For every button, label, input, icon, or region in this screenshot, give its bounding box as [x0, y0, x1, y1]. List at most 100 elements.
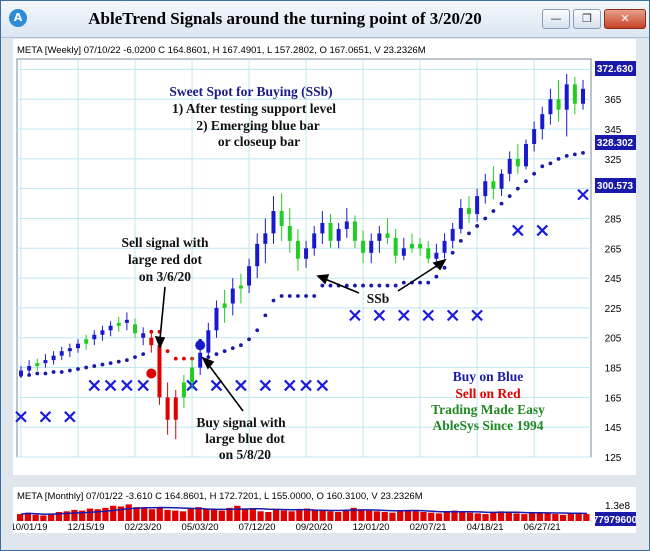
stop-dot — [581, 151, 585, 155]
x-marker — [316, 379, 329, 392]
stop-dot — [572, 152, 577, 157]
minimize-button[interactable]: — — [542, 9, 570, 29]
candle-body — [133, 324, 138, 334]
stop-dot — [426, 280, 431, 285]
y-tick-label: 245 — [605, 274, 622, 285]
candle-body — [76, 343, 81, 349]
volume-bar — [404, 509, 412, 521]
y-tick-label: 165 — [605, 393, 622, 404]
stop-dot — [556, 156, 561, 161]
stop-dot — [564, 153, 569, 158]
sweet-spot-line-2: 2) Emerging blue bar — [196, 118, 319, 133]
x-marker — [210, 379, 223, 392]
candle-body — [165, 397, 170, 420]
stop-dot — [141, 352, 146, 357]
stop-dot — [165, 349, 170, 354]
candle-body — [295, 240, 300, 259]
candle-body — [523, 143, 528, 167]
x-marker — [398, 309, 410, 322]
x-marker — [121, 379, 133, 392]
close-button[interactable]: ✕ — [604, 9, 646, 29]
candle-body — [515, 158, 520, 167]
candle-body — [198, 352, 203, 368]
monthly-volume-panel[interactable]: META [Monthly] 07/01/22 -3.610 C 164.860… — [13, 487, 636, 533]
x-tick-label: 06/27/21 — [524, 522, 561, 533]
sell-annotation-line-3: on 3/6/20 — [139, 269, 191, 284]
stop-dot — [548, 161, 553, 166]
volume-bar — [567, 513, 574, 521]
stop-dot — [499, 201, 504, 206]
stop-dot — [92, 364, 97, 368]
stop-dot — [76, 367, 80, 371]
stop-dot — [515, 186, 520, 191]
stop-dot — [255, 328, 260, 333]
stop-dot — [385, 283, 390, 288]
volume-bar — [544, 513, 551, 521]
volume-bar — [55, 512, 63, 521]
restore-button[interactable]: ❐ — [573, 9, 601, 29]
stop-dot — [353, 283, 357, 288]
stop-dot — [450, 250, 455, 255]
sweet-spot-line-1: 1) After testing support level — [172, 101, 336, 116]
candle-body — [507, 158, 512, 174]
candle-body — [206, 330, 211, 353]
candle-body — [247, 266, 252, 286]
title-bar: A AbleTrend Signals around the turning p… — [1, 1, 649, 38]
volume-bar — [335, 512, 342, 521]
price-tag-low: 300.573 — [595, 178, 636, 193]
stop-dot — [540, 164, 545, 169]
candle-body — [434, 252, 439, 259]
stop-dot — [263, 313, 268, 318]
stop-dot — [361, 283, 365, 288]
volume-bar — [327, 511, 334, 521]
weekly-chart-panel[interactable]: 3853653453253052852652452252051851651451… — [13, 39, 636, 475]
ssb-arrow-right-head — [432, 258, 447, 271]
volume-bar — [148, 509, 156, 521]
volume-bar — [172, 510, 179, 521]
volume-bar — [389, 512, 396, 521]
stop-dot — [320, 283, 325, 288]
stop-dot — [532, 171, 537, 176]
volume-bar — [350, 507, 357, 521]
x-marker — [15, 410, 27, 423]
stop-dot — [507, 194, 512, 199]
stop-dot — [59, 370, 64, 374]
x-marker — [300, 379, 312, 392]
stop-dot — [296, 294, 300, 298]
candle-body — [581, 88, 585, 104]
x-tick-label: 02/23/20 — [125, 522, 162, 533]
stop-dot — [230, 346, 235, 351]
volume-bar — [210, 509, 218, 521]
stop-dot — [124, 358, 129, 363]
volume-bar — [156, 507, 163, 521]
volume-average-line — [20, 506, 588, 516]
candle-body — [173, 397, 178, 420]
y-tick-label: 285 — [605, 214, 622, 225]
candle-body — [369, 240, 374, 253]
sell-arrow-head — [154, 336, 166, 350]
volume-bar — [451, 510, 458, 521]
monthly-volume-chart[interactable]: META [Monthly] 07/01/22 -3.610 C 164.860… — [13, 487, 636, 533]
legend-sell-on-red: Sell on Red — [455, 386, 521, 401]
stop-dot — [467, 231, 471, 236]
sweet-spot-title: Sweet Spot for Buying (SSb) — [169, 84, 332, 99]
volume-bar — [125, 504, 132, 521]
candle-body — [149, 337, 154, 346]
stop-dot — [524, 179, 528, 184]
volume-bar — [435, 513, 443, 521]
x-marker — [471, 309, 483, 322]
x-marker — [88, 379, 101, 392]
weekly-price-chart[interactable]: 3853653453253052852652452252051851651451… — [13, 39, 636, 475]
candle-body — [385, 233, 390, 238]
legend-trading-made-easy: Trading Made Easy — [431, 402, 545, 417]
monthly-chart-header: META [Monthly] 07/01/22 -3.610 C 164.860… — [17, 491, 423, 502]
volume-bar — [203, 509, 210, 521]
stop-dot — [247, 337, 251, 342]
volume-bar — [40, 515, 47, 521]
stop-dot — [214, 352, 219, 357]
candle-body — [491, 181, 496, 189]
buy-signal-dot — [195, 340, 206, 351]
candle-body — [418, 243, 423, 249]
stop-dot — [377, 283, 382, 288]
stop-dot — [35, 371, 40, 376]
